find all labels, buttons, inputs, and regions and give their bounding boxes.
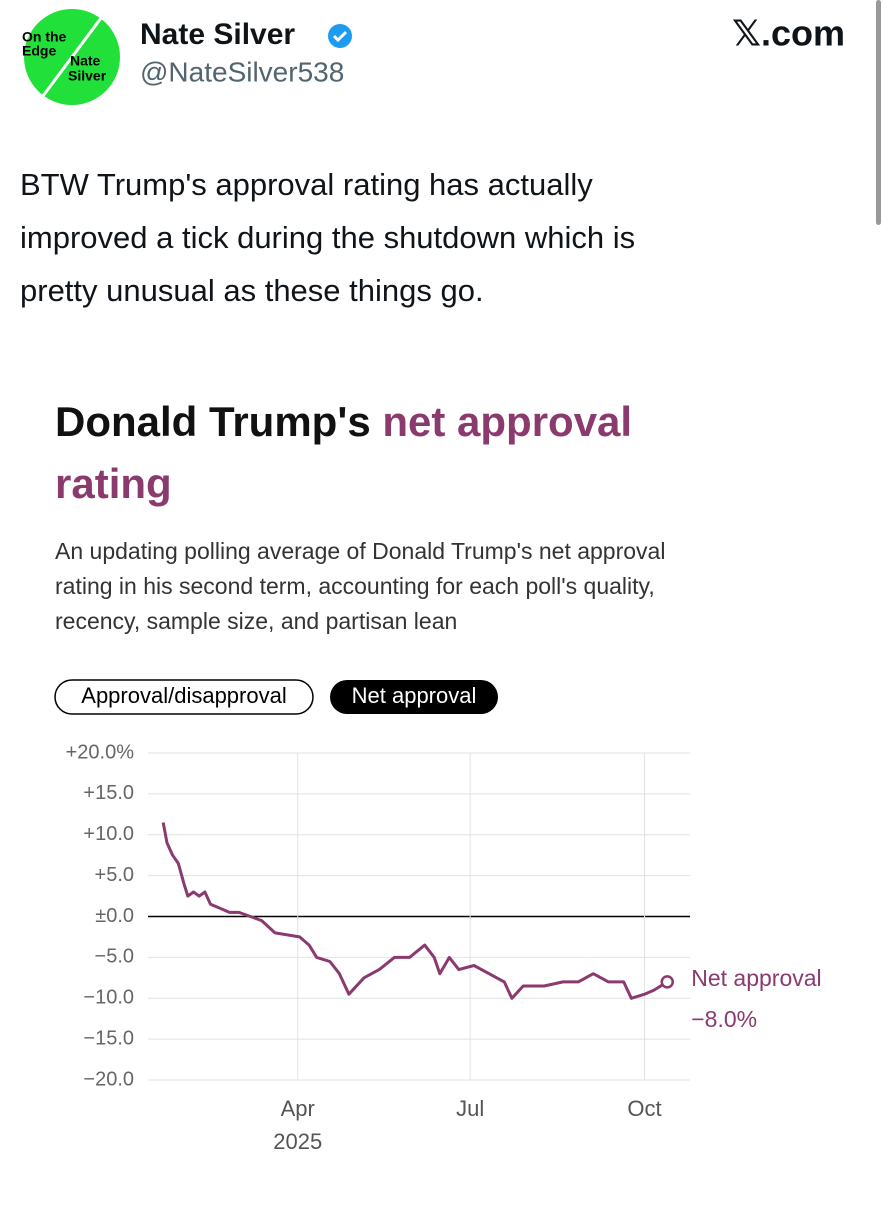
title-part: net approval xyxy=(382,398,632,445)
site-label: 𝕏.com xyxy=(732,13,845,54)
y-tick-label: −5.0 xyxy=(95,946,134,968)
end-value-label: −8.0% xyxy=(691,1006,757,1032)
avatar-text: Edge xyxy=(22,43,56,59)
end-point xyxy=(660,975,675,989)
toggle-label[interactable]: Net approval xyxy=(352,683,477,708)
chart-subtitle: An updating polling average of Donald Tr… xyxy=(55,538,665,564)
x-tick-label: Apr xyxy=(281,1096,315,1121)
series-label: Net approval xyxy=(691,965,821,991)
chart-subtitle: rating in his second term, accounting fo… xyxy=(55,573,655,599)
tweet-line: pretty unusual as these things go. xyxy=(20,273,484,308)
chart-title: Donald Trump's net approval xyxy=(55,398,632,445)
chart-title: rating xyxy=(55,460,172,507)
y-tick-label: +15.0 xyxy=(83,782,134,804)
x-tick-label: Jul xyxy=(456,1096,484,1121)
tweet-text: BTW Trump's approval rating has actually… xyxy=(20,167,635,308)
x-year-label: 2025 xyxy=(273,1129,322,1154)
toggle-label[interactable]: Approval/disapproval xyxy=(81,683,286,708)
user-name[interactable]: Nate Silver xyxy=(140,18,295,51)
tweet-line: improved a tick during the shutdown whic… xyxy=(20,220,635,255)
tweet-line: BTW Trump's approval rating has actually xyxy=(20,167,593,202)
verified-check xyxy=(332,30,348,43)
avatar-text: Silver xyxy=(68,68,107,84)
y-tick-label: −10.0 xyxy=(83,987,134,1009)
chart-subtitle: recency, sample size, and partisan lean xyxy=(55,608,457,634)
toggle-button[interactable] xyxy=(54,679,314,715)
title-part: Donald Trump's xyxy=(55,398,382,445)
x-tick-label: Oct xyxy=(627,1096,661,1121)
avatar-text: On the xyxy=(22,29,67,45)
avatar-text: Nate xyxy=(70,53,101,69)
avatar-stripe xyxy=(38,13,106,101)
toggle-button-active[interactable] xyxy=(330,680,498,714)
y-tick-label: +10.0 xyxy=(83,823,134,845)
y-tick-label: +5.0 xyxy=(95,864,134,886)
chart: Donald Trump's net approval rating An upda… xyxy=(55,398,822,1154)
y-tick-label: −15.0 xyxy=(83,1027,134,1049)
y-tick-label: −20.0 xyxy=(83,1068,134,1090)
series-line xyxy=(161,822,669,1000)
y-tick-label: ±0.0 xyxy=(95,905,134,927)
user-handle[interactable]: @NateSilver538 xyxy=(140,56,344,87)
scrollbar xyxy=(876,0,881,225)
title-part: rating xyxy=(55,460,172,507)
y-tick-label: +20.0% xyxy=(66,741,135,763)
